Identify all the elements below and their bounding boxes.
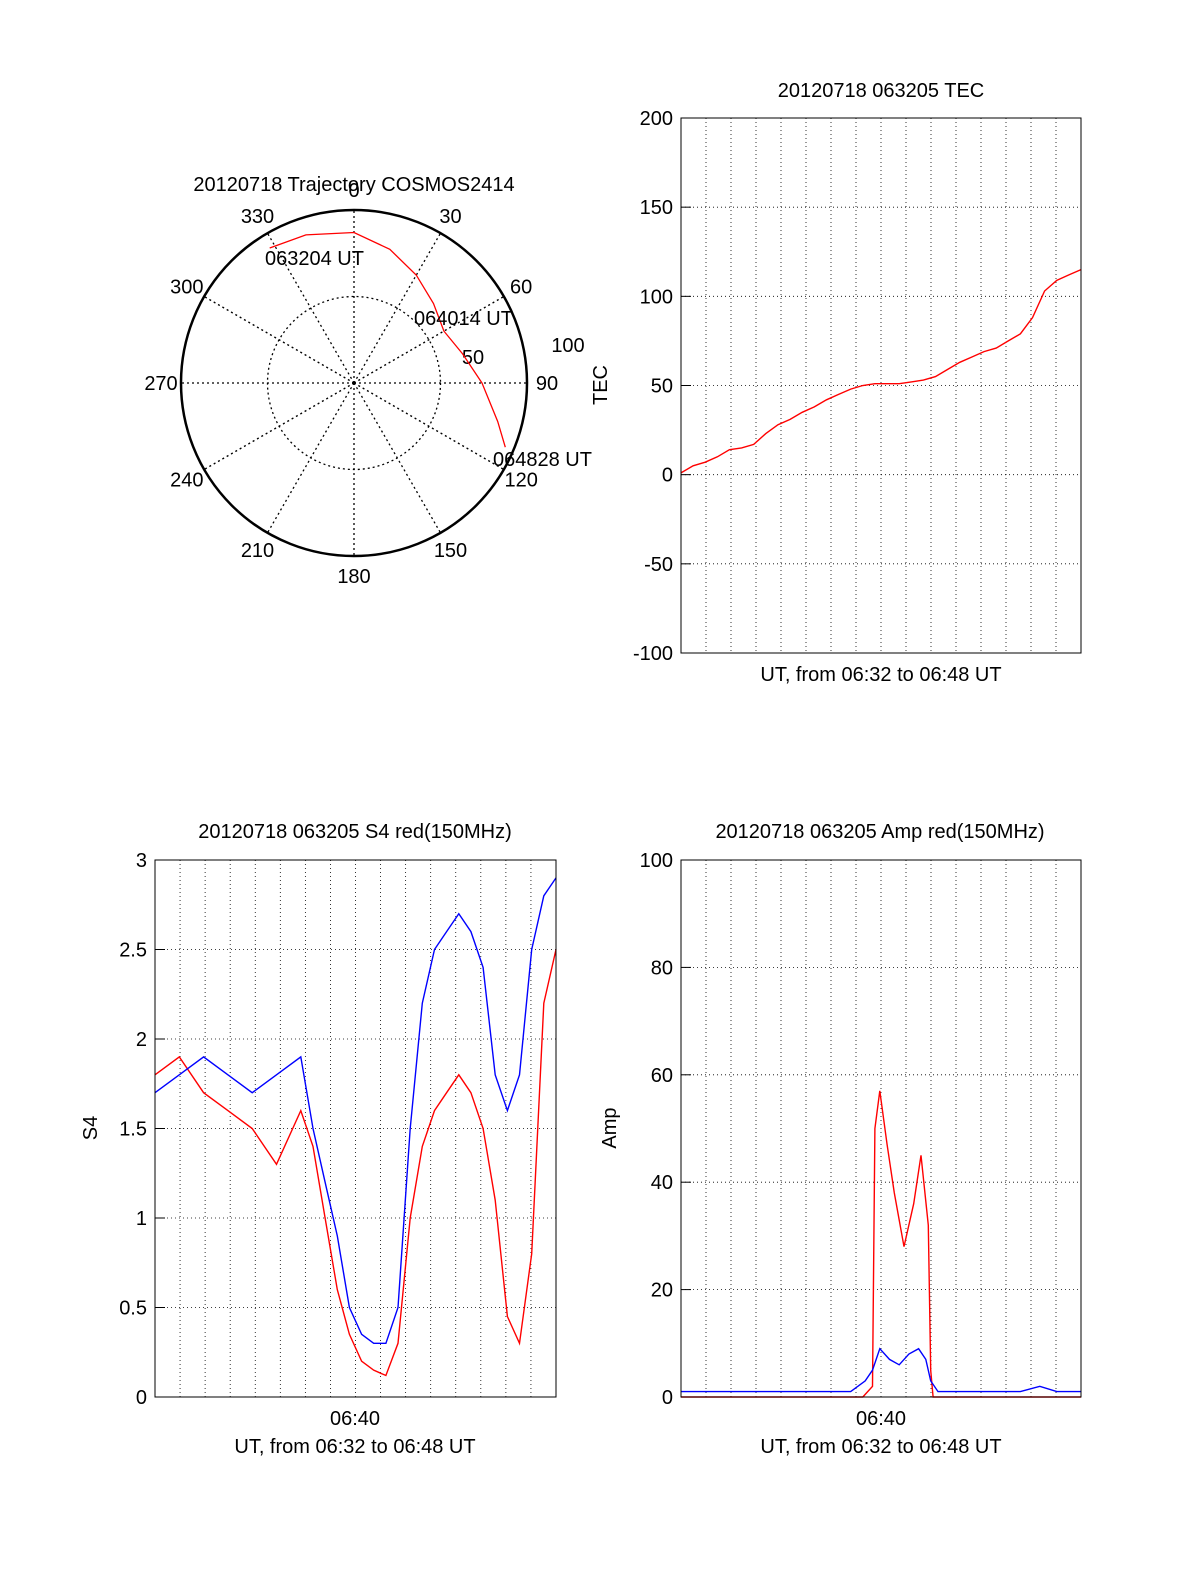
- s4-ytick-label: 0: [136, 1387, 147, 1409]
- s4-series-line-blue: [154, 877, 557, 1345]
- amp-series-line-red: [681, 1090, 1081, 1398]
- polar-spoke-150: [353, 382, 442, 534]
- polar-title: 20120718 Trajectory COSMOS2414: [193, 174, 514, 196]
- trajectory-start-label: 063204 UT: [265, 248, 364, 270]
- amp-ytick-label: 80: [651, 957, 673, 979]
- tec-ytick-label: -100: [633, 643, 673, 665]
- polar-outer-circle: [179, 208, 529, 558]
- amp-plot-frame: [680, 859, 1082, 1398]
- s4-title: 20120718 063205 S4 red(150MHz): [198, 821, 512, 843]
- amp-series-line-blue: [681, 1347, 1081, 1393]
- polar-angle-label-0: 0: [348, 180, 359, 202]
- s4-series: [154, 877, 557, 1377]
- polar-angle-label-60: 60: [510, 277, 532, 299]
- polar-angle-label-120: 120: [504, 470, 537, 492]
- amp-ytick-label: 40: [651, 1172, 673, 1194]
- amp-xtick-label: 06:40: [856, 1408, 906, 1430]
- amp-ylabel: Amp: [599, 1107, 621, 1148]
- polar-angle-label-300: 300: [170, 277, 203, 299]
- polar-spoke-30: [353, 232, 442, 384]
- amp-series: [681, 1090, 1081, 1398]
- trajectory-line: [269, 231, 506, 448]
- tec-ylabel: TEC: [590, 365, 612, 405]
- s4-ytick-label: 2: [136, 1029, 147, 1051]
- amp-xlabel: UT, from 06:32 to 06:48 UT: [760, 1436, 1001, 1458]
- polar-spoke-60: [353, 295, 505, 384]
- tec-grid: [681, 118, 1081, 653]
- polar-angle-label-270: 270: [144, 373, 177, 395]
- s4-grid: [155, 860, 556, 1397]
- amp-ytick-label: 60: [651, 1065, 673, 1087]
- radial-label-100: 100: [551, 335, 584, 357]
- polar-angle-label-90: 90: [536, 373, 558, 395]
- polar-spoke-330: [266, 232, 355, 384]
- s4-ytick-label: 0.5: [119, 1298, 147, 1320]
- s4-ylabel: S4: [80, 1116, 102, 1140]
- amp-title: 20120718 063205 Amp red(150MHz): [715, 821, 1044, 843]
- tec-title: 20120718 063205 TEC: [778, 80, 984, 102]
- amp-y-ticks: 0 20 40 60 80 100: [640, 850, 691, 1409]
- tec-y-ticks: -100 -50 0 50 100 150 200: [633, 108, 691, 665]
- amp-ytick-label: 0: [662, 1387, 673, 1409]
- s4-xtick-label: 06:40: [330, 1408, 380, 1430]
- tec-series: [680, 268, 1082, 474]
- s4-series-line-red: [154, 949, 557, 1377]
- tec-ytick-label: -50: [644, 554, 673, 576]
- polar-angle-label-210: 210: [241, 540, 274, 562]
- trajectory-mid-label: 064014 UT: [414, 308, 513, 330]
- s4-ytick-label: 1: [136, 1208, 147, 1230]
- tec-xlabel: UT, from 06:32 to 06:48 UT: [760, 664, 1001, 686]
- amp-ytick-label: 100: [640, 850, 673, 872]
- polar-angle-label-180: 180: [337, 566, 370, 588]
- polar-spoke-210: [266, 382, 355, 534]
- polar-angle-label-330: 330: [241, 206, 274, 228]
- polar-spoke-120: [353, 382, 505, 471]
- amp-ytick-label: 20: [651, 1280, 673, 1302]
- radial-label-50: 50: [462, 347, 484, 369]
- polar-trajectory-plot: 20120718 Trajectory COSMOS2414 0 30 60 90 12…: [144, 174, 592, 588]
- polar-spoke-300: [203, 295, 355, 384]
- s4-ytick-label: 1.5: [119, 1119, 147, 1141]
- tec-plot: 20120718 063205 TEC -100-50050100150200 …: [590, 80, 1082, 686]
- s4-ytick-label: 3: [136, 850, 147, 872]
- tec-ytick-label: 0: [662, 465, 673, 487]
- tec-ytick-label: 50: [651, 376, 673, 398]
- polar-angle-label-150: 150: [434, 540, 467, 562]
- trajectory-end-label: 064828 UT: [493, 449, 592, 471]
- polar-angle-label-30: 30: [439, 206, 461, 228]
- tec-ytick-label: 100: [640, 286, 673, 308]
- tec-series-line-red: [680, 268, 1082, 474]
- tec-ytick-label: 200: [640, 108, 673, 130]
- amp-plot: 20120718 063205 Amp red(150MHz) 0 20 40 60 8…: [599, 821, 1082, 1458]
- polar-angle-labels: 0 30 60 90 120 150 180 210 240 270 300 330: [144, 180, 558, 588]
- s4-xlabel: UT, from 06:32 to 06:48 UT: [234, 1436, 475, 1458]
- polar-spoke-240: [203, 382, 355, 471]
- s4-y-ticks: 0 0.5 1 1.5 2 2.5 3: [119, 850, 165, 1409]
- s4-plot: 20120718 063205 S4 red(150MHz) 0 0.5 1 1.5 2…: [80, 821, 557, 1458]
- amp-grid: [681, 860, 1081, 1397]
- polar-grid: [179, 208, 529, 558]
- polar-angle-label-240: 240: [170, 470, 203, 492]
- s4-ytick-label: 2.5: [119, 940, 147, 962]
- tec-ytick-label: 150: [640, 197, 673, 219]
